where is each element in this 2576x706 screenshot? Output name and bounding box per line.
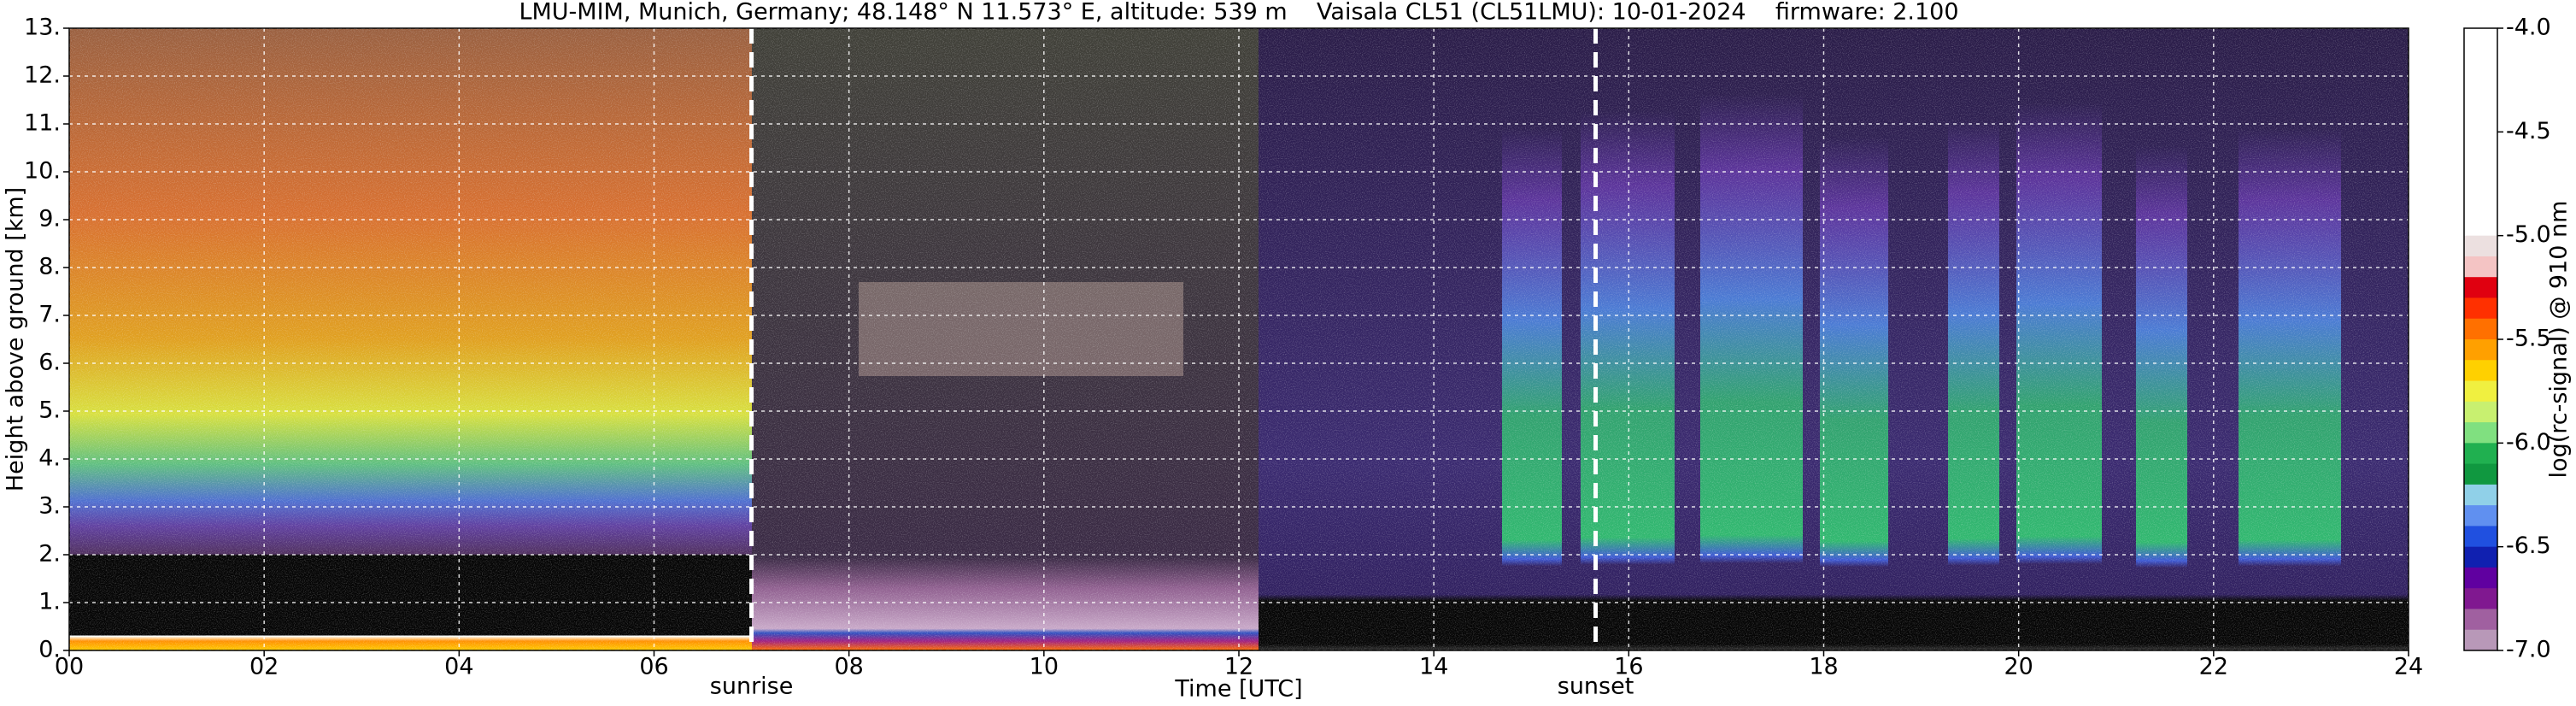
y-tick-label: 10.: [24, 158, 61, 185]
y-tick-label: 5.: [38, 397, 61, 424]
colorbar-segment: [2464, 339, 2497, 361]
colorbar-segment: [2464, 505, 2497, 527]
colorbar-segment: [2464, 152, 2497, 174]
y-tick-label: 1.: [38, 589, 61, 615]
x-tick-label: 02: [249, 654, 279, 680]
colorbar-segment: [2464, 297, 2497, 320]
colorbar-segment: [2464, 567, 2497, 589]
colorbar-tick-label: -6.5: [2506, 532, 2551, 559]
colorbar-segment: [2464, 194, 2497, 215]
y-tick-label: 11.: [24, 110, 61, 137]
x-tick-label: 22: [2199, 654, 2228, 680]
y-tick-label: 2.: [38, 541, 61, 568]
colorbar-tick-label: -5.5: [2506, 326, 2551, 352]
colorbar-segment: [2464, 401, 2497, 423]
colorbar-segment: [2464, 422, 2497, 444]
annotation-label: sunrise: [710, 674, 794, 700]
y-axis-label: Height above ground [km]: [3, 187, 29, 491]
x-tick-label: 16: [1614, 654, 1643, 680]
x-tick-label: 18: [1809, 654, 1838, 680]
colorbar-tick-label: -6.0: [2506, 429, 2551, 456]
x-tick-label: 06: [639, 654, 668, 680]
x-tick-label: 14: [1419, 654, 1448, 680]
y-tick-label: 0.: [38, 637, 61, 663]
colorbar-segment: [2464, 256, 2497, 278]
annotation-label: sunset: [1558, 674, 1634, 700]
colorbar-segment: [2464, 132, 2497, 154]
chart-title: LMU-MIM, Munich, Germany; 48.148° N 11.5…: [519, 0, 1958, 26]
x-tick-label: 08: [834, 654, 863, 680]
x-tick-label: 10: [1030, 654, 1059, 680]
colorbar-segment: [2464, 49, 2497, 71]
y-tick-label: 13.: [24, 15, 61, 41]
x-tick-label: 04: [444, 654, 473, 680]
colorbar-segment: [2464, 90, 2497, 112]
colorbar-segment: [2464, 546, 2497, 568]
x-tick-label: 00: [55, 654, 84, 680]
y-tick-label: 12.: [24, 62, 61, 89]
y-tick-label: 7.: [38, 302, 61, 328]
colorbar-segment: [2464, 463, 2497, 485]
colorbar-segment: [2464, 380, 2497, 403]
colorbar-segment: [2464, 609, 2497, 631]
colorbar-tick-label: -5.0: [2506, 221, 2551, 248]
colorbar-segment: [2464, 484, 2497, 506]
colorbar-segment: [2464, 443, 2497, 465]
y-tick-label: 6.: [38, 350, 61, 376]
colorbar-segment: [2464, 629, 2497, 651]
colorbar-tick-label: -7.0: [2506, 637, 2551, 663]
y-tick-label: 4.: [38, 445, 61, 472]
y-tick-label: 8.: [38, 254, 61, 280]
colorbar-segment: [2464, 173, 2497, 195]
colorbar-segment: [2464, 277, 2497, 298]
colorbar-segment: [2464, 526, 2497, 548]
y-tick-label: 9.: [38, 206, 61, 232]
x-tick-label: 12: [1224, 654, 1253, 680]
colorbar-segment: [2464, 69, 2497, 91]
x-tick-label: 20: [2004, 654, 2033, 680]
colorbar-segment: [2464, 318, 2497, 340]
colorbar-label: log(rc-signal) @ 910 nm: [2546, 201, 2573, 479]
colorbar-segment: [2464, 235, 2497, 257]
y-tick-label: 3.: [38, 493, 61, 520]
colorbar-segment: [2464, 588, 2497, 609]
colorbar-tick-label: -4.5: [2506, 118, 2551, 144]
x-axis-label: Time [UTC]: [1174, 676, 1302, 703]
colorbar-tick-label: -4.0: [2506, 15, 2551, 41]
colorbar-segment: [2464, 215, 2497, 237]
colorbar-segment: [2464, 360, 2497, 382]
x-tick-label: 24: [2394, 654, 2423, 680]
colorbar-segment: [2464, 28, 2497, 50]
colorbar-segment: [2464, 111, 2497, 132]
